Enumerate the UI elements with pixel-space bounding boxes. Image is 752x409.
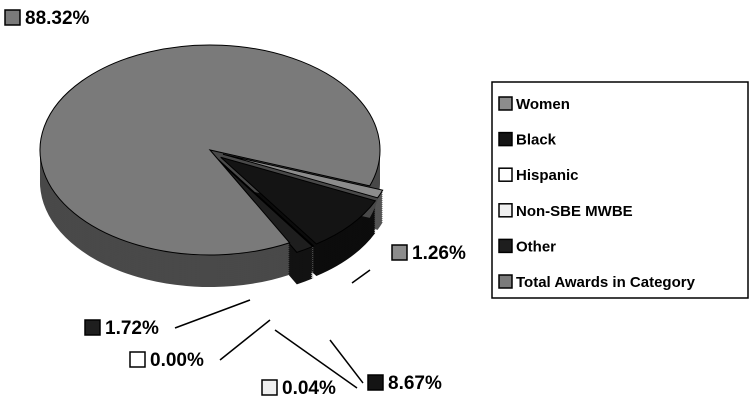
leader-line: [219, 319, 271, 361]
legend-label: Hispanic: [516, 167, 579, 184]
label-marker: [4, 9, 21, 26]
label-marker: [84, 319, 101, 336]
legend-marker: [498, 203, 513, 218]
slice: [217, 158, 315, 247]
leader-line: [351, 269, 371, 284]
label-marker: [261, 379, 278, 396]
slice: [220, 156, 377, 245]
leader-line: [174, 299, 251, 329]
slice: [39, 44, 381, 256]
label-marker: [367, 374, 384, 391]
legend-box: [491, 81, 749, 299]
legend-marker: [498, 274, 513, 289]
slice: [216, 159, 314, 253]
data-label: 0.00%: [150, 350, 204, 371]
data-label: 8.67%: [388, 373, 442, 394]
legend-label: Non-SBE MWBE: [516, 203, 633, 220]
label-marker: [391, 244, 408, 261]
legend-label: Other: [516, 238, 556, 255]
leader-line: [274, 329, 358, 389]
label-marker: [129, 351, 146, 368]
data-label: 88.32%: [25, 8, 90, 29]
legend-marker: [498, 131, 513, 147]
leader-line: [329, 339, 364, 384]
data-label: 1.26%: [412, 243, 466, 264]
legend-marker: [498, 238, 513, 254]
data-label: 0.04%: [282, 378, 336, 399]
slice: [222, 153, 384, 199]
legend-marker: [498, 167, 513, 182]
legend-label: Total Awards in Category: [516, 274, 696, 291]
data-label: 1.72%: [105, 318, 159, 339]
legend-label: Women: [516, 96, 570, 113]
legend-label: Black: [516, 132, 557, 149]
legend-marker: [498, 96, 513, 111]
